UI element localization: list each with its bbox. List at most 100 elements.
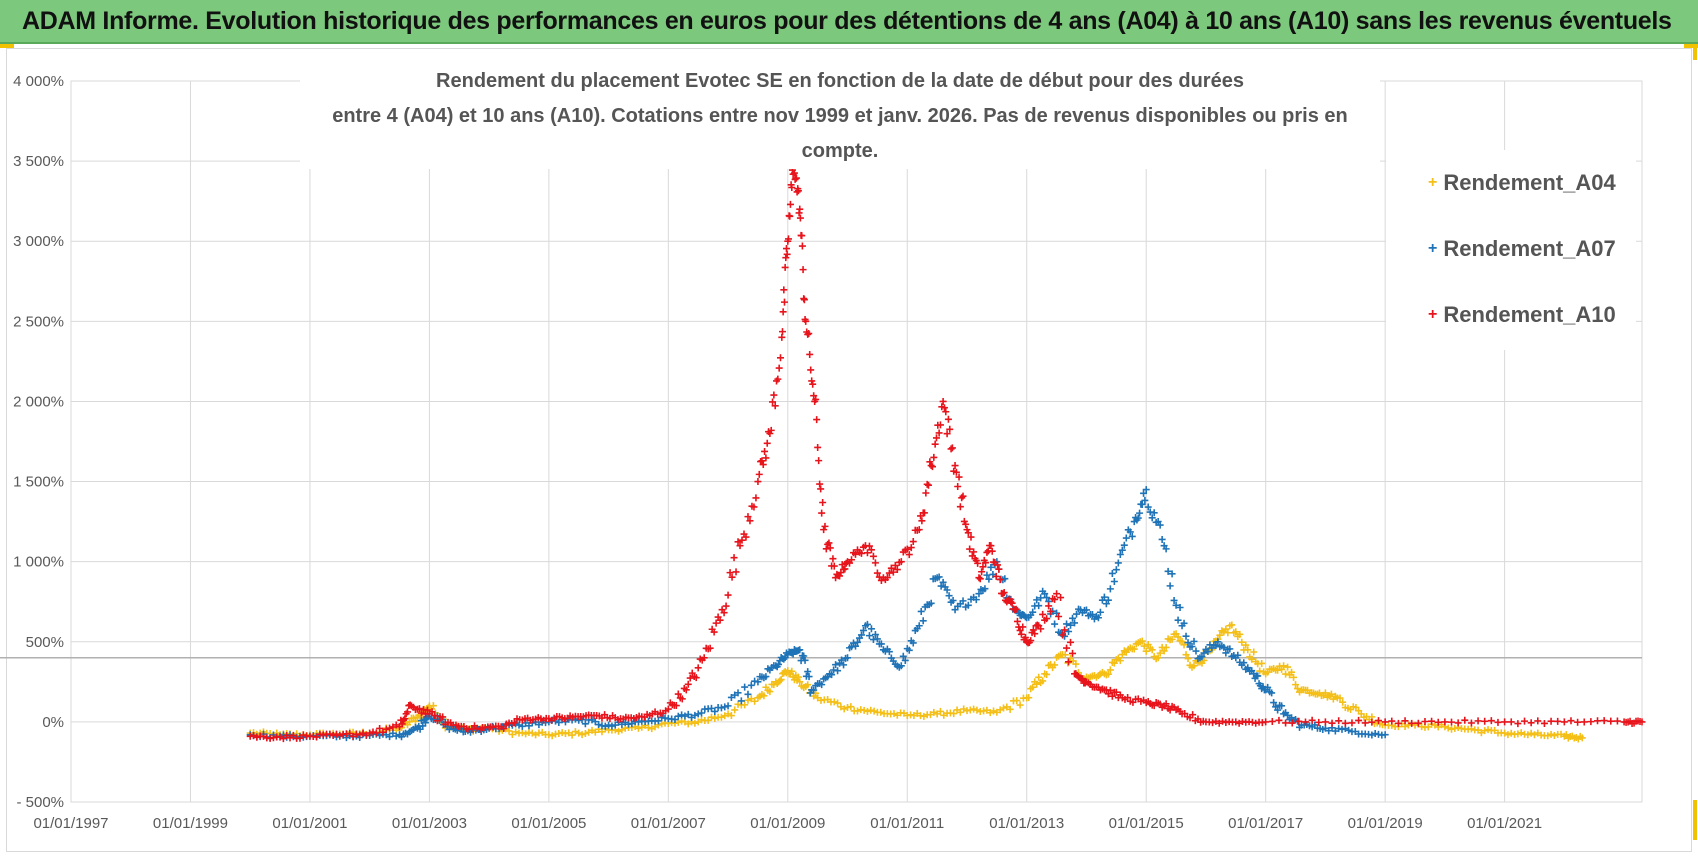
data-point [518,722,526,730]
data-point [794,187,802,195]
data-point [1134,514,1142,522]
data-point [784,235,792,243]
data-point [885,648,893,656]
data-point [754,678,762,686]
data-point [1176,603,1184,611]
data-point [865,542,873,550]
data-point [1428,717,1436,725]
data-point [959,597,967,605]
data-point [954,482,962,490]
chart-axis-labels: 4 000% 3 500% 3 000% 2 500% 2 000% 1 500% 1 00… [13,73,1542,832]
data-point [982,559,990,567]
data-point [1527,729,1535,737]
data-point [1401,717,1409,725]
data-point [780,298,788,306]
data-point [903,545,911,553]
data-point [992,572,1000,580]
legend-item-a04: + Rendement_A04 [1428,170,1616,196]
data-point [1126,528,1134,536]
data-point [1547,730,1555,738]
data-point [801,656,809,664]
data-point [940,404,948,412]
data-point [678,711,686,719]
data-point [779,308,787,316]
data-point [794,673,802,681]
data-point [1514,720,1522,728]
data-point [737,697,745,705]
data-point [821,522,829,530]
legend-item-a07: + Rendement_A07 [1428,236,1616,262]
data-point [500,725,508,733]
data-point [1308,716,1316,724]
data-point [897,662,905,670]
data-point [1421,718,1429,726]
data-point [907,544,915,552]
data-point [1156,649,1164,657]
data-point [869,552,877,560]
data-point [1096,608,1104,616]
data-point [966,545,974,553]
data-point [1448,718,1456,726]
data-point [1270,699,1278,707]
data-point [1204,648,1212,656]
data-point [372,729,380,737]
data-point [1170,596,1178,604]
data-point [1348,719,1356,727]
data-point [1501,729,1509,737]
data-point [754,478,762,486]
data-point [808,377,816,385]
data-point [644,724,652,732]
data-point [555,729,563,737]
data-point [694,664,702,672]
data-point [1104,670,1112,678]
data-point [711,714,719,722]
data-point [711,707,719,715]
data-point [1162,700,1170,708]
data-point [828,671,836,679]
data-point [1578,734,1586,742]
data-point [978,568,986,576]
chart-marks [246,157,1646,743]
data-point [1238,638,1246,646]
data-point [1006,705,1014,713]
data-point [1148,514,1156,522]
data-point [826,544,834,552]
data-point [717,713,725,721]
data-point [1043,670,1051,678]
data-point [932,434,940,442]
data-point [1136,509,1144,517]
data-point [1120,541,1128,549]
legend-marker-a07: + [1428,240,1438,257]
data-point [329,731,337,739]
data-point [1116,551,1124,558]
data-point [1587,718,1595,726]
data-point [936,421,944,429]
data-point [747,681,755,689]
data-point [829,555,837,563]
data-point [840,661,848,669]
data-point [694,710,702,718]
data-point [852,550,860,558]
data-point [724,591,732,599]
data-point [813,416,821,424]
y-tick-label: 1 000% [13,554,64,571]
data-point [935,573,943,581]
data-point [817,485,825,493]
data-point [545,731,553,739]
data-point [746,517,754,525]
data-point [376,724,384,732]
x-tick-label: 01/01/2007 [631,815,706,832]
data-point [674,712,682,720]
data-point [943,430,951,438]
data-point [899,652,907,660]
data-point [1327,690,1335,698]
series-rendement-a07 [246,486,1389,742]
data-point [928,463,936,471]
data-point [1189,711,1197,719]
data-point [1124,694,1132,702]
y-tick-label: 0% [42,714,64,731]
data-point [1112,688,1120,696]
chart-frame [6,48,1692,852]
data-point [891,561,899,569]
data-point [769,398,777,406]
